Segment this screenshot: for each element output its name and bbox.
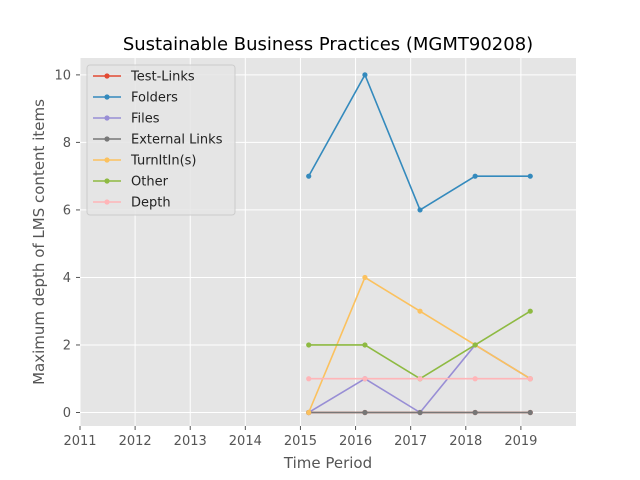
legend-label: Test-Links <box>130 70 195 85</box>
legend-swatch-marker <box>104 73 110 79</box>
data-point-folders <box>472 173 478 179</box>
legend-swatch-marker <box>104 94 110 100</box>
data-point-folders <box>362 72 368 78</box>
legend-box <box>86 64 236 216</box>
x-tick-label: 2012 <box>119 434 152 449</box>
legend-entry: Depth <box>93 196 171 211</box>
data-point-depth <box>417 376 423 382</box>
x-tick-label: 2014 <box>229 434 262 449</box>
y-tick-label: 0 <box>63 406 71 421</box>
data-point-folders <box>527 173 533 179</box>
x-tick-label: 2017 <box>394 434 427 449</box>
data-point-external-links <box>362 409 368 416</box>
series-layer <box>306 72 533 416</box>
legend-entry: Files <box>93 112 160 127</box>
legend-label: External Links <box>131 133 223 148</box>
legend-swatch-marker <box>104 199 110 205</box>
series-folders <box>306 72 533 213</box>
legend-swatch-marker <box>104 157 110 163</box>
data-point-other <box>472 342 478 348</box>
chart-title: Sustainable Business Practices (MGMT9020… <box>123 34 533 55</box>
x-tick-label: 2018 <box>449 434 482 449</box>
data-point-other <box>306 342 312 348</box>
legend-entry: TurnItIn(s) <box>93 154 196 169</box>
data-point-turnitin-s <box>417 308 423 314</box>
legend-label: Folders <box>131 91 178 106</box>
legend-swatch-marker <box>104 136 110 142</box>
x-tick-label: 2011 <box>63 434 96 449</box>
data-point-depth <box>306 376 312 382</box>
data-point-depth <box>362 376 368 382</box>
x-tick-label: 2019 <box>504 434 537 449</box>
x-axis-label: Time Period <box>283 454 372 472</box>
series-depth <box>306 376 533 382</box>
legend-label: TurnItIn(s) <box>130 154 196 169</box>
y-axis-label: Maximum depth of LMS content items <box>30 99 48 385</box>
data-point-folders <box>417 207 423 213</box>
y-tick-label: 6 <box>63 203 71 218</box>
legend-label: Other <box>131 175 169 190</box>
y-tick-label: 10 <box>54 68 71 83</box>
legend-label: Files <box>131 112 160 127</box>
data-point-other <box>527 308 533 314</box>
y-axis-ticks: 0 2 4 6 8 10 <box>54 68 80 421</box>
data-point-external-links <box>417 409 423 416</box>
data-point-folders <box>306 173 312 179</box>
data-point-external-links <box>527 409 533 416</box>
y-tick-label: 2 <box>63 338 71 353</box>
data-point-turnitin-s <box>306 409 312 416</box>
legend-swatch-marker <box>104 178 110 184</box>
legend-entry: Other <box>93 175 169 190</box>
legend-entry: Folders <box>93 91 178 106</box>
legend-entry: Test-Links <box>93 70 195 85</box>
legend-label: Depth <box>131 196 171 211</box>
legend-swatch-marker <box>104 115 110 121</box>
data-point-turnitin-s <box>362 274 368 281</box>
x-tick-label: 2013 <box>174 434 207 449</box>
y-tick-label: 4 <box>63 271 71 286</box>
data-point-depth <box>472 376 478 382</box>
data-point-depth <box>527 376 533 382</box>
y-tick-label: 8 <box>63 136 71 151</box>
data-point-other <box>362 342 368 348</box>
x-tick-label: 2016 <box>339 434 372 449</box>
legend: Test-Links Folders Files External Links Turn… <box>86 64 236 216</box>
x-axis-ticks: 2011 2012 2013 2014 2015 2016 2017 2018 2019 <box>63 426 537 449</box>
x-tick-label: 2015 <box>284 434 317 449</box>
legend-entry: External Links <box>93 133 223 148</box>
data-point-external-links <box>472 409 478 416</box>
